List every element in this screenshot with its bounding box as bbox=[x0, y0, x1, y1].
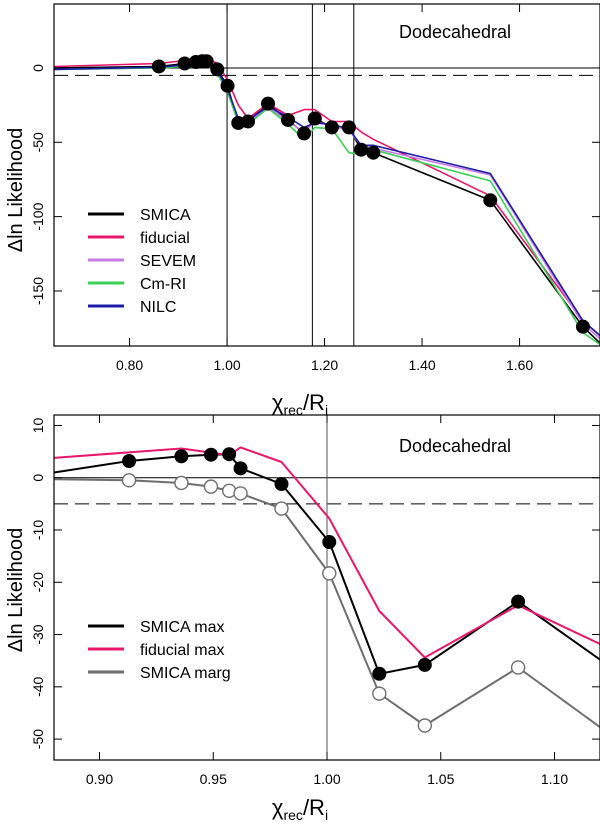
bottom-legend-label-smica-marg: SMICA marg bbox=[140, 665, 231, 682]
top-plot-area bbox=[54, 4, 600, 346]
top-marker-smica-10 bbox=[281, 112, 295, 127]
top-series-line-sevem bbox=[54, 62, 600, 340]
bottom-plot-area bbox=[54, 415, 600, 760]
top-series-line-fiducial bbox=[54, 58, 600, 337]
top-xtick-label-3: 1.40 bbox=[408, 357, 435, 373]
bottom-ytick-label-1: 0 bbox=[30, 474, 46, 482]
bottom-marker-smica-max-9 bbox=[511, 594, 526, 609]
top-ytick-label-1: -50 bbox=[30, 132, 46, 152]
top-legend-label-nilc: NILC bbox=[140, 299, 176, 316]
top-marker-smica-0 bbox=[151, 59, 166, 74]
top-xlabel: χrec/Ri bbox=[272, 390, 328, 418]
bottom-marker-smica-max-8 bbox=[417, 657, 432, 672]
top-marker-smica-17 bbox=[483, 193, 498, 208]
top-marker-smica-8 bbox=[241, 114, 256, 129]
bottom-marker-smica-marg-4 bbox=[233, 486, 248, 501]
top-marker-smica-4 bbox=[199, 54, 214, 69]
top-xtick-label-1: 1.00 bbox=[213, 357, 240, 373]
top-legend-label-smica: SMICA bbox=[140, 207, 191, 224]
bottom-marker-smica-marg-9 bbox=[510, 660, 526, 675]
top-xtick-label-4: 1.60 bbox=[506, 357, 533, 373]
bottom-marker-smica-max-7 bbox=[372, 666, 387, 681]
bottom-xtick-label-4: 1.10 bbox=[541, 771, 568, 787]
top-xtick-label-0: 0.80 bbox=[116, 357, 143, 373]
top-marker-smica-14 bbox=[341, 120, 356, 135]
top-ytick-label-2: -100 bbox=[30, 202, 46, 230]
bottom-xtick-label-1: 0.95 bbox=[200, 771, 227, 787]
top-xlabel-sub2: i bbox=[325, 402, 328, 418]
bottom-ytick-label-0: 10 bbox=[30, 417, 46, 433]
bottom-marker-smica-max-1 bbox=[174, 449, 189, 464]
bottom-marker-smica-max-5 bbox=[274, 477, 289, 491]
bottom-marker-smica-marg-7 bbox=[372, 686, 387, 701]
top-series-line-cm-ri bbox=[54, 62, 600, 346]
top-marker-smica-11 bbox=[297, 126, 312, 141]
bottom-xlabel: χrec/Ri bbox=[272, 795, 328, 823]
top-legend-label-fiducial: fiducial bbox=[140, 230, 190, 247]
bottom-marker-smica-marg-2 bbox=[203, 479, 219, 494]
bottom-chart-title: Dodecahedral bbox=[399, 436, 511, 456]
bottom-xlabel-sub: rec bbox=[283, 807, 302, 823]
bottom-marker-smica-marg-0 bbox=[121, 473, 137, 488]
top-marker-smica-18 bbox=[575, 319, 590, 334]
bottom-marker-smica-max-2 bbox=[203, 447, 218, 462]
bottom-ytick-label-3: -20 bbox=[30, 572, 46, 592]
top-marker-smica-6 bbox=[220, 78, 235, 93]
top-legend-label-sevem: SEVEM bbox=[140, 253, 196, 270]
bottom-ytick-label-6: -50 bbox=[30, 729, 46, 749]
top-ytick-label-3: -150 bbox=[30, 277, 46, 305]
top-marker-smica-12 bbox=[307, 111, 322, 126]
bottom-series-line-smica-max bbox=[54, 453, 600, 675]
bottom-marker-smica-marg-5 bbox=[274, 501, 289, 516]
bottom-ytick-label-5: -40 bbox=[30, 676, 46, 696]
top-series-line-nilc bbox=[54, 61, 600, 337]
bottom-xtick-label-3: 1.05 bbox=[427, 771, 454, 787]
bottom-marker-smica-max-6 bbox=[322, 535, 337, 550]
top-legend-label-cmri: Cm-RI bbox=[140, 276, 186, 293]
bottom-marker-smica-max-3 bbox=[222, 447, 237, 462]
bottom-xlabel-mid: /R bbox=[303, 795, 325, 820]
bottom-ytick-label-2: -10 bbox=[30, 520, 46, 540]
top-marker-smica-15 bbox=[354, 142, 369, 157]
bottom-marker-smica-marg-1 bbox=[174, 475, 189, 491]
top-ytick-label-0: 0 bbox=[30, 64, 46, 72]
bottom-series-line-smica-marg bbox=[54, 478, 600, 728]
bottom-marker-smica-max-4 bbox=[233, 461, 248, 476]
bottom-ytick-label-4: -30 bbox=[30, 624, 46, 644]
top-xtick-label-2: 1.20 bbox=[311, 357, 338, 373]
bottom-xtick-label-0: 0.90 bbox=[86, 771, 113, 787]
top-marker-smica-13 bbox=[324, 120, 339, 135]
bottom-marker-smica-max-0 bbox=[122, 454, 137, 468]
top-legend: SMICA fiducial SEVEM Cm-RI NILC bbox=[88, 207, 196, 316]
top-chart-panel: Dodecahedral Δln Likelihood χrec/Ri SMIC… bbox=[5, 3, 600, 418]
top-marker-smica-5 bbox=[210, 62, 225, 77]
top-chart-title: Dodecahedral bbox=[399, 22, 511, 42]
bottom-ylabel: Δln Likelihood bbox=[5, 528, 27, 653]
bottom-marker-smica-marg-8 bbox=[417, 718, 433, 733]
top-marker-smica-9 bbox=[261, 96, 276, 111]
bottom-legend: SMICA max fiducial max SMICA marg bbox=[88, 619, 231, 682]
bottom-series-line-fiducial-max bbox=[54, 446, 600, 659]
bottom-legend-label-smica-max: SMICA max bbox=[140, 619, 224, 636]
top-ylabel: Δln Likelihood bbox=[5, 128, 27, 253]
top-xlabel-sub: rec bbox=[283, 402, 302, 418]
bottom-xlabel-chi: χ bbox=[272, 795, 284, 820]
bottom-xlabel-sub2: i bbox=[325, 807, 328, 823]
top-plot-frame bbox=[53, 3, 600, 347]
top-xlabel-mid: /R bbox=[303, 390, 325, 415]
bottom-chart-panel: Dodecahedral Δln Likelihood χrec/Ri SMIC… bbox=[5, 414, 600, 823]
bottom-xtick-label-2: 1.00 bbox=[313, 771, 340, 787]
top-xlabel-chi: χ bbox=[272, 390, 284, 415]
bottom-legend-label-fiducial-max: fiducial max bbox=[140, 642, 224, 659]
top-marker-smica-16 bbox=[366, 145, 381, 160]
bottom-marker-smica-marg-6 bbox=[322, 566, 337, 581]
top-series-line-smica bbox=[54, 60, 600, 344]
